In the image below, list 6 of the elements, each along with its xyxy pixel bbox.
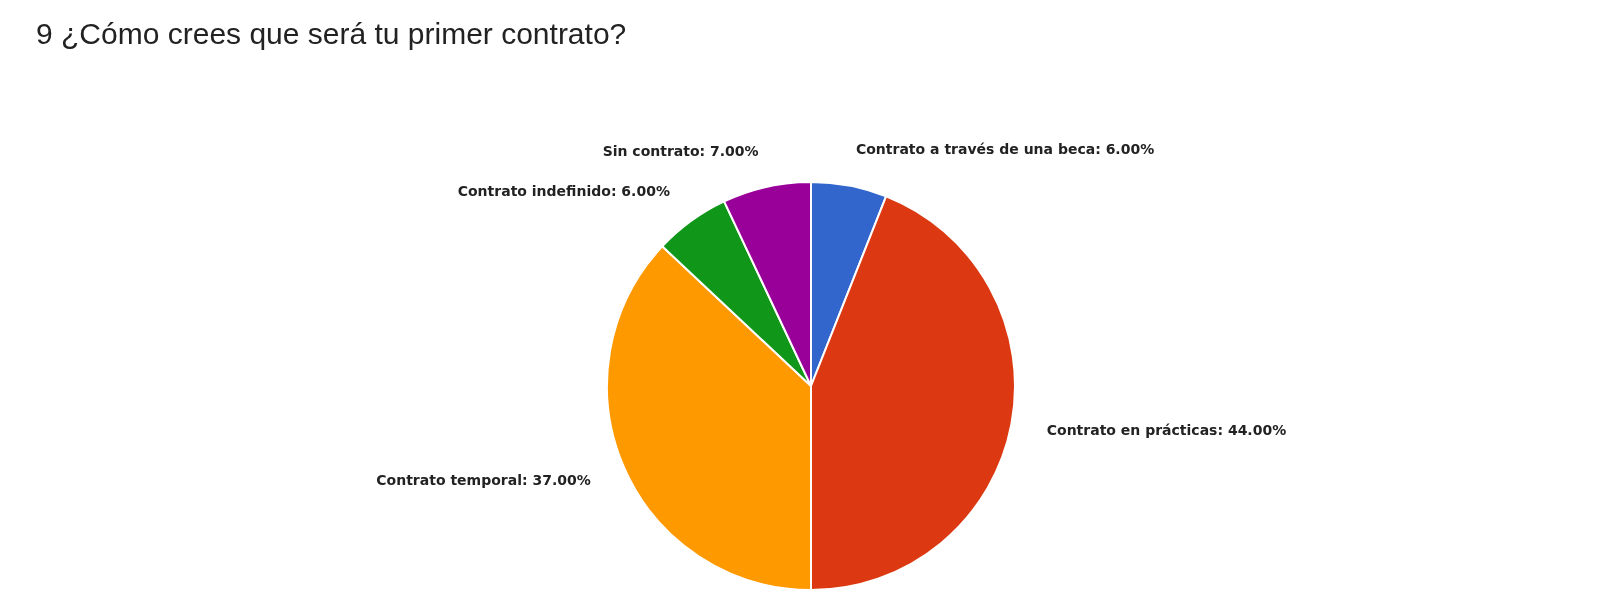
slice-label: Contrato en prácticas: 44.00%: [1046, 421, 1287, 438]
slice-label: Contrato indefinido: 6.00%: [457, 182, 670, 199]
slice-label: Contrato temporal: 37.00%: [376, 472, 591, 489]
slice-label: Sin contrato: 7.00%: [602, 142, 759, 159]
chart-title: 9 ¿Cómo crees que será tu primer contrato?: [36, 17, 627, 50]
slice-label: Contrato a través de una beca: 6.00%: [855, 141, 1155, 158]
